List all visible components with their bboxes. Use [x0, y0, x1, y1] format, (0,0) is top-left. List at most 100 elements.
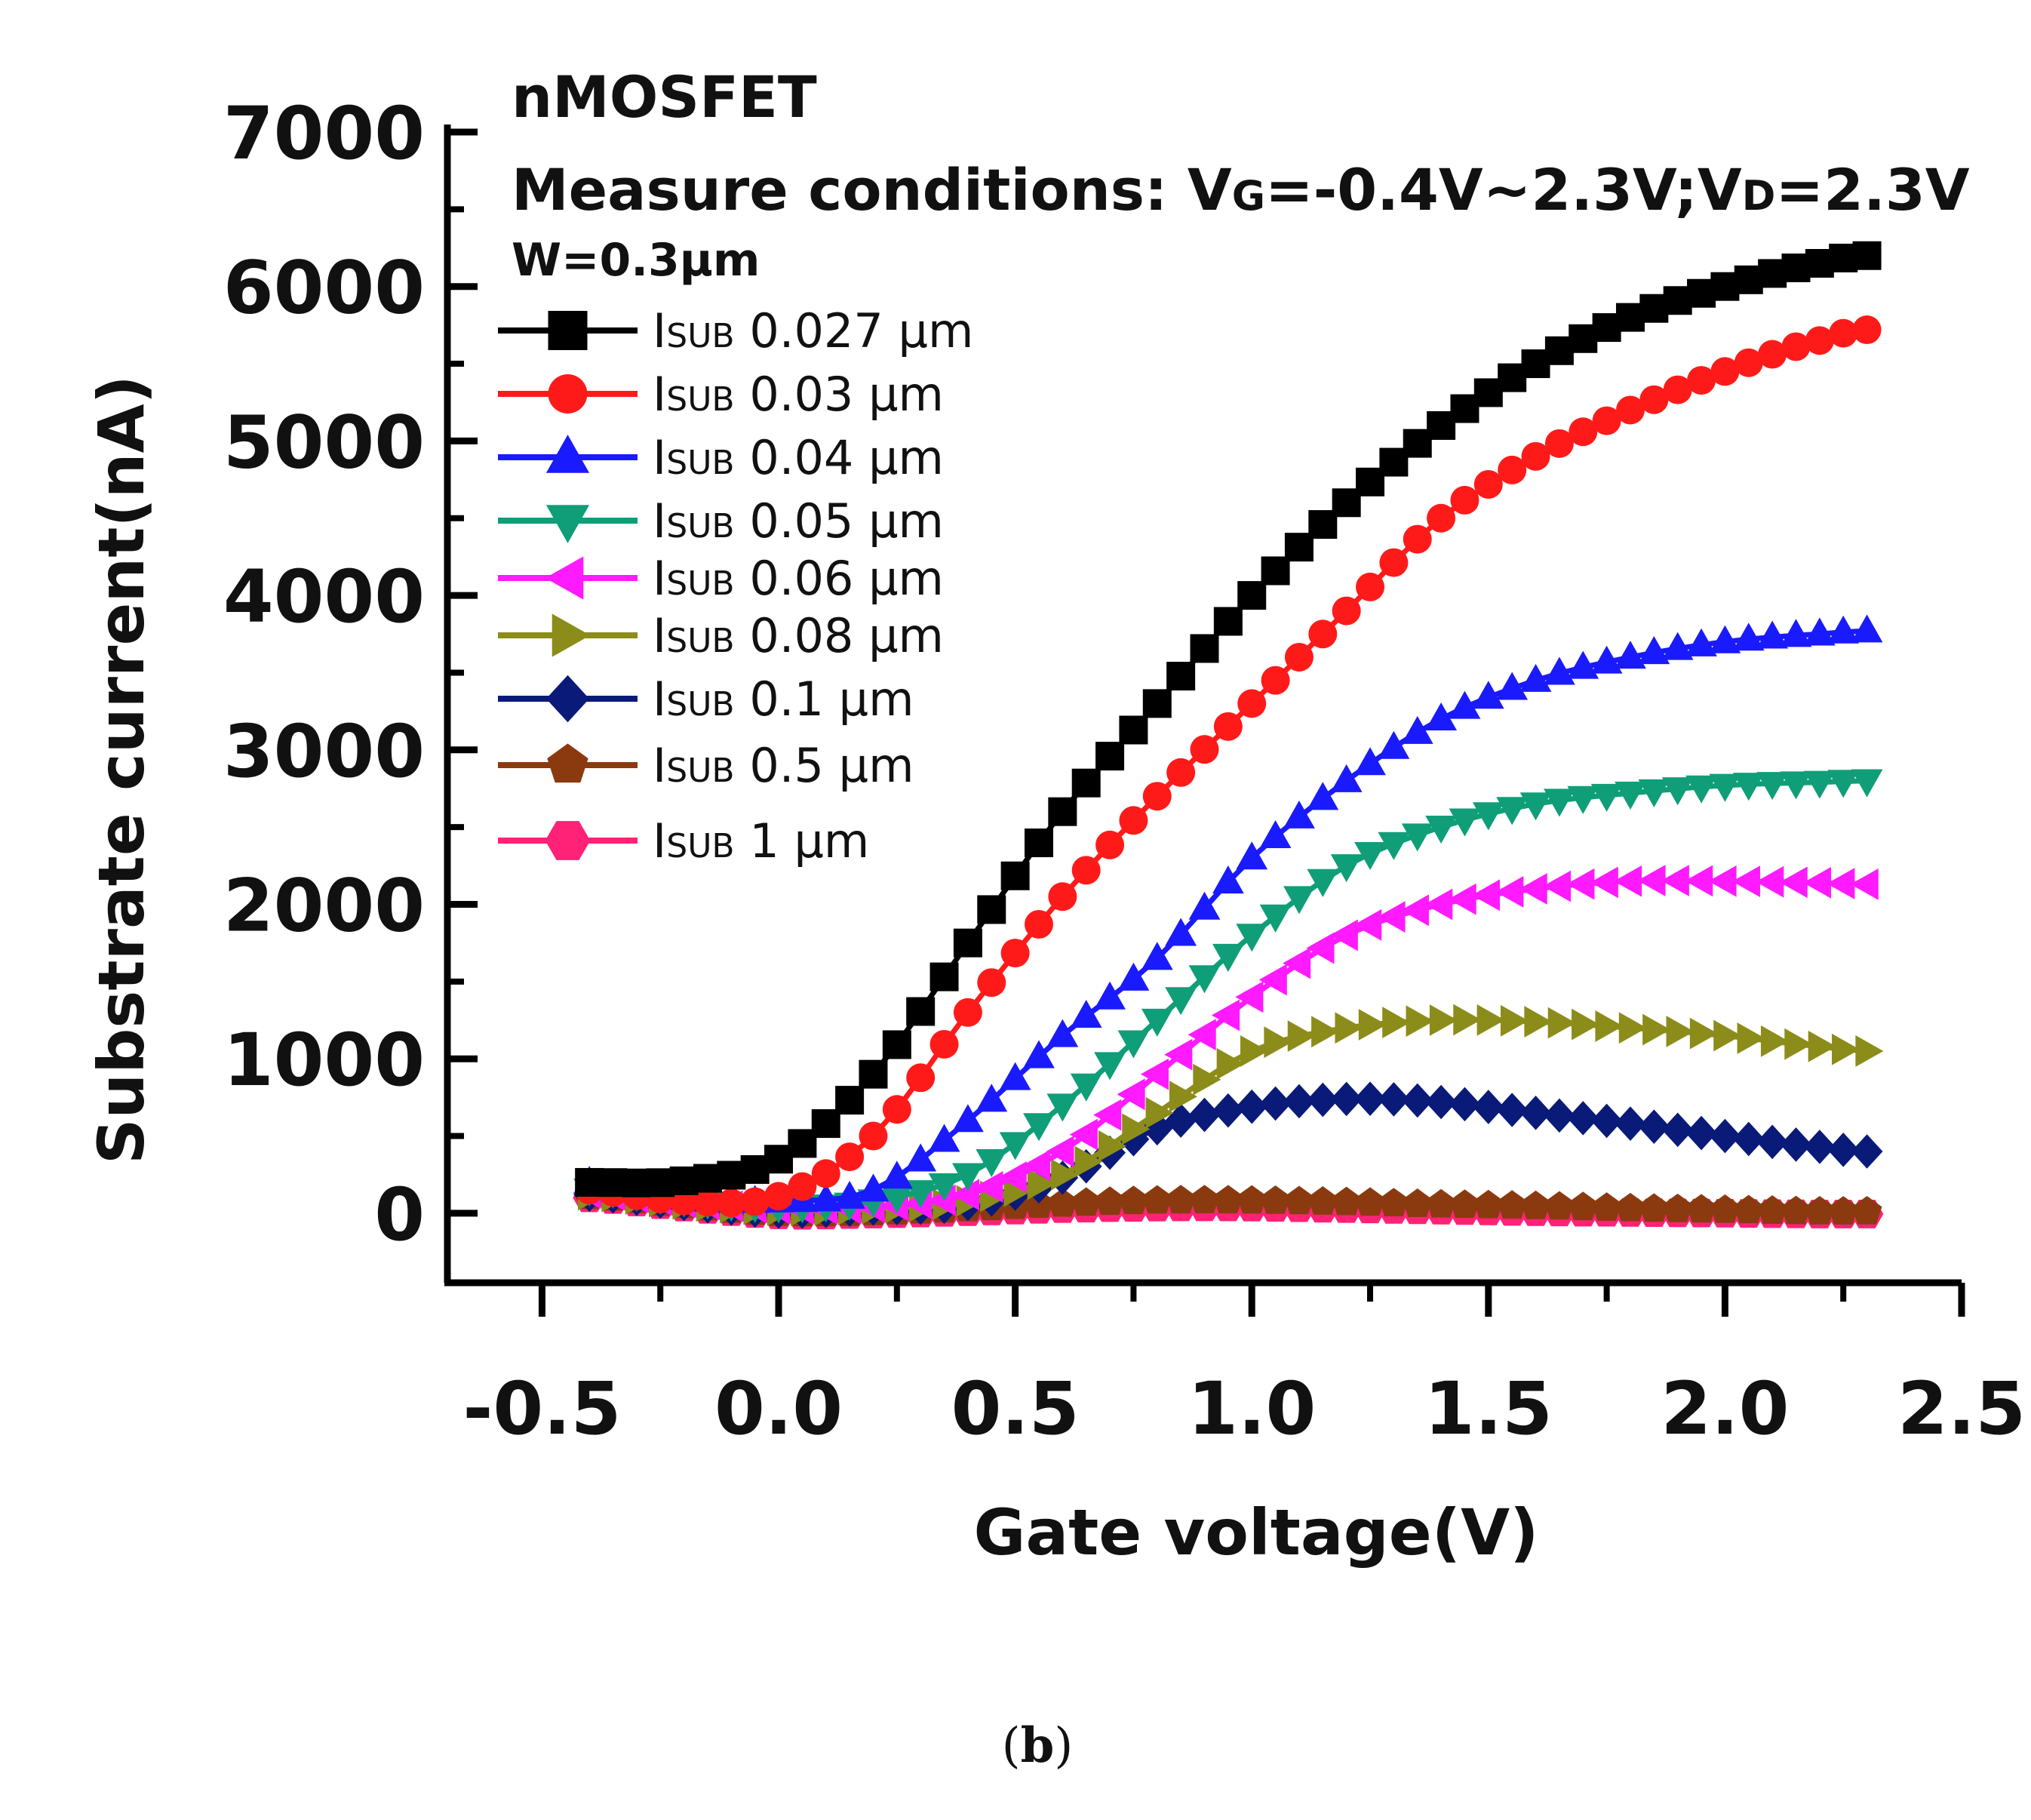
data-point	[1141, 1185, 1172, 1214]
data-point	[1638, 1109, 1670, 1144]
data-point	[1165, 987, 1197, 1016]
data-point	[1547, 1007, 1576, 1039]
x-axis-title: Gate voltage(V)	[974, 1496, 1539, 1569]
data-point	[1638, 636, 1670, 665]
data-point	[1543, 789, 1575, 817]
data-point	[1260, 1185, 1291, 1214]
data-point	[976, 1148, 1008, 1178]
data-point	[1000, 861, 1030, 890]
data-point	[1047, 1188, 1078, 1217]
data-point	[1851, 614, 1883, 643]
series-layer	[573, 241, 1884, 1230]
data-point	[1093, 1099, 1122, 1131]
data-point	[788, 1172, 817, 1201]
data-point	[1212, 943, 1244, 972]
data-point	[1190, 634, 1219, 663]
data-point	[1069, 1118, 1098, 1151]
y-axis-title: Substrate current(nA)	[84, 375, 158, 1164]
data-point	[1355, 1187, 1385, 1216]
data-point	[1378, 730, 1410, 759]
data-point	[1732, 773, 1765, 801]
data-point	[1258, 964, 1287, 996]
data-point	[1402, 1188, 1433, 1217]
data-point	[1237, 689, 1267, 718]
data-point	[1661, 777, 1694, 806]
data-point	[1425, 815, 1457, 844]
data-point	[1519, 663, 1552, 692]
data-point	[1567, 650, 1599, 679]
data-point	[1118, 1185, 1149, 1215]
data-point	[1094, 981, 1126, 1010]
data-point	[1827, 770, 1860, 798]
data-point	[1567, 785, 1599, 814]
legend: ISUB 0.027 μm ISUB 0.03 μm ISUB 0.04 μm ISU…	[498, 303, 973, 868]
data-point	[1259, 904, 1292, 933]
data-point	[1618, 1012, 1647, 1044]
data-point	[1471, 879, 1501, 912]
data-point	[1781, 1195, 1811, 1225]
data-point	[1803, 617, 1836, 646]
legend-label: ISUB 0.04 μm	[653, 430, 944, 485]
legend-item: ISUB 0.03 μm	[498, 367, 944, 422]
data-point	[1284, 642, 1314, 672]
data-point	[1425, 1084, 1457, 1120]
data-point	[1354, 747, 1386, 776]
data-point	[1543, 870, 1572, 902]
data-point	[1803, 770, 1836, 799]
data-point	[810, 1183, 842, 1212]
data-point	[1259, 820, 1292, 849]
data-point	[1519, 792, 1552, 821]
data-point	[1709, 773, 1741, 802]
data-point	[1141, 1008, 1173, 1037]
data-point	[1524, 1006, 1553, 1038]
data-point	[1476, 1004, 1505, 1036]
data-point	[1572, 1008, 1600, 1041]
data-point	[1213, 607, 1243, 636]
data-point	[999, 1062, 1031, 1090]
data-point	[1024, 829, 1053, 858]
data-point	[1335, 1012, 1363, 1044]
data-point	[1519, 873, 1547, 905]
data-point	[835, 1142, 865, 1172]
data-point	[1165, 1103, 1197, 1138]
data-point	[880, 1185, 913, 1213]
data-point	[1141, 942, 1173, 970]
data-point	[1732, 1121, 1765, 1157]
data-point	[1615, 1192, 1645, 1222]
legend-marker	[545, 505, 590, 543]
data-point	[929, 1029, 959, 1059]
data-point	[1140, 1058, 1169, 1090]
data-point	[1142, 782, 1172, 811]
data-point	[1449, 1087, 1481, 1122]
data-point	[1378, 832, 1410, 860]
data-point	[1779, 866, 1808, 899]
legend-marker	[552, 613, 591, 657]
data-point	[1189, 1185, 1220, 1214]
legend-marker	[545, 821, 591, 860]
x-tick-label: 1.5	[1424, 1367, 1553, 1451]
data-point	[1426, 1188, 1456, 1218]
data-point	[1661, 865, 1689, 896]
data-point	[1306, 932, 1335, 964]
data-point	[1639, 1193, 1670, 1222]
data-point	[1378, 1188, 1409, 1217]
data-point	[1685, 628, 1717, 656]
data-point	[1590, 1103, 1623, 1139]
data-point	[1023, 1113, 1055, 1142]
data-point	[1803, 1130, 1836, 1164]
data-point	[1615, 641, 1646, 669]
legend-marker	[548, 374, 588, 413]
data-point	[1236, 1089, 1268, 1124]
data-point	[1427, 503, 1456, 533]
legend-marker	[545, 556, 584, 600]
data-point	[1448, 883, 1476, 915]
legend-marker	[548, 311, 588, 350]
data-point	[1851, 1195, 1882, 1225]
data-point	[1590, 645, 1623, 674]
data-point	[1117, 962, 1150, 991]
data-point	[975, 1171, 1003, 1203]
data-point	[1709, 1118, 1741, 1154]
data-point	[1401, 1083, 1433, 1118]
data-point	[1569, 417, 1598, 447]
